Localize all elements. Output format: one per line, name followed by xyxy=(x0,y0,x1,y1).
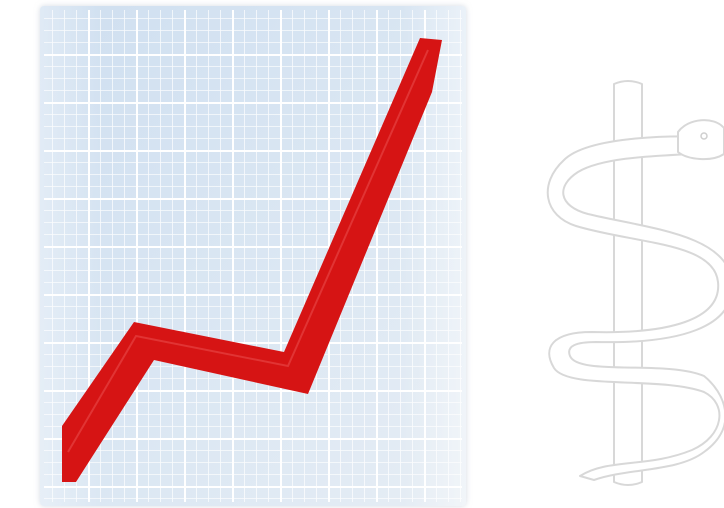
trend-line-highlight xyxy=(67,49,429,453)
staff-rod xyxy=(613,80,643,486)
serpent-eye xyxy=(700,132,708,140)
staff-of-asclepius-icon xyxy=(528,76,724,488)
chart-increasing-graphic xyxy=(40,6,466,506)
trend-line xyxy=(62,38,442,482)
chart-increasing-icon xyxy=(40,6,466,506)
serpent-body xyxy=(546,135,724,481)
staff-of-asclepius-graphic xyxy=(546,80,724,486)
serpent-head xyxy=(677,119,724,160)
